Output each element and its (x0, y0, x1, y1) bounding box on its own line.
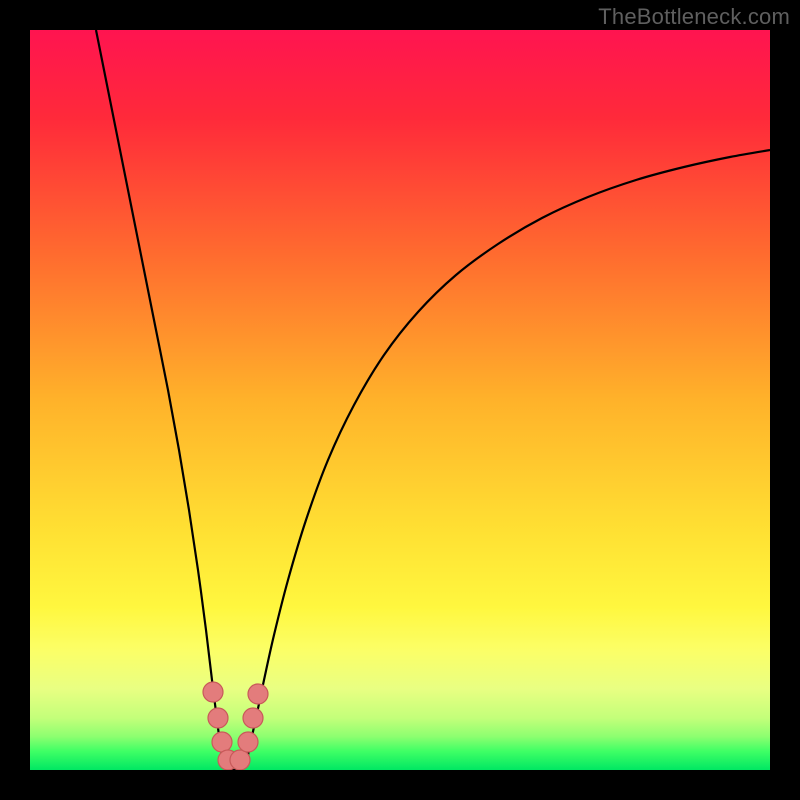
overlay-dot (238, 732, 258, 752)
overlay-dot (208, 708, 228, 728)
overlay-dot (248, 684, 268, 704)
overlay-dot (230, 750, 250, 770)
watermark-text: TheBottleneck.com (598, 4, 790, 30)
overlay-dot (243, 708, 263, 728)
chart-svg (30, 30, 770, 770)
chart-outer: TheBottleneck.com (0, 0, 800, 800)
overlay-dot (203, 682, 223, 702)
overlay-dot (212, 732, 232, 752)
gradient-background (30, 30, 770, 770)
plot-area (30, 30, 770, 770)
